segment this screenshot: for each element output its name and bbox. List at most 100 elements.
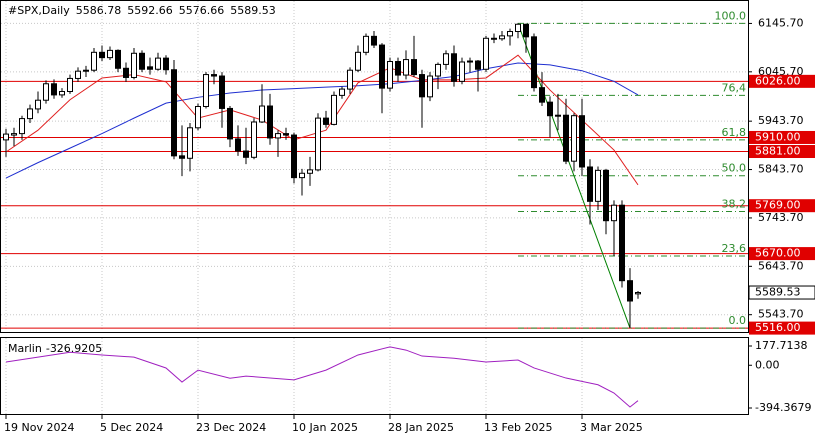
candle-body	[443, 53, 449, 65]
candle-body	[163, 57, 169, 71]
symbol: #SPX,Daily	[8, 4, 70, 17]
y-tick-label: 5843.70	[758, 163, 804, 176]
candle-body	[11, 133, 17, 136]
candle-body	[43, 83, 49, 101]
candle-body	[587, 166, 593, 202]
candle-body	[83, 69, 89, 72]
candle-body	[35, 99, 41, 110]
moving-average	[5, 54, 639, 186]
candle-body	[563, 114, 569, 162]
candle-body	[467, 60, 473, 63]
x-tick-label: 10 Jan 2025	[292, 421, 358, 434]
candle-body	[291, 134, 297, 179]
candle-body	[435, 63, 441, 77]
candle-body	[227, 107, 233, 140]
candle-body	[283, 133, 289, 136]
y-tick-label: -394.3679	[755, 401, 811, 414]
candle-body	[59, 91, 65, 96]
y-tick-label: 177.7138	[755, 339, 808, 352]
indicator-line	[5, 346, 639, 408]
candle-body	[107, 49, 113, 59]
candle-body	[427, 75, 433, 98]
candle-body	[499, 35, 505, 40]
candle-body	[403, 59, 409, 76]
candle-body	[307, 169, 313, 174]
x-tick-label: 23 Dec 2024	[196, 421, 266, 434]
indicator-label: Marlin -326.9205	[8, 342, 102, 355]
candle-body	[539, 87, 545, 103]
candle-body	[555, 114, 561, 117]
candle-body	[91, 51, 97, 71]
candle-body	[491, 37, 497, 40]
y-tick-label: 0.00	[755, 358, 780, 371]
candle-body	[347, 69, 353, 90]
candle-body	[483, 37, 489, 70]
candle-body	[147, 66, 153, 70]
candle-body	[323, 117, 329, 125]
candle-body	[211, 74, 217, 77]
candle-body	[371, 35, 377, 46]
candle-body	[251, 121, 257, 158]
level-label: 6026.00	[755, 74, 801, 87]
candle-body	[363, 35, 369, 53]
candle-body	[419, 74, 425, 98]
y-tick-label: 5743.70	[758, 211, 804, 224]
candle-body	[27, 108, 33, 120]
level-label: 5881.00	[755, 145, 801, 158]
level-label: 5516.00	[755, 321, 801, 334]
candle-body	[179, 155, 185, 159]
fib-label: 76,4	[722, 81, 747, 94]
level-box	[749, 145, 815, 159]
candle-body	[235, 138, 241, 152]
candle-body	[595, 169, 601, 202]
fib-label: 38,2	[722, 197, 747, 210]
candle-body	[259, 105, 265, 123]
candle-body	[355, 51, 361, 71]
candle-body	[139, 52, 145, 70]
x-tick-label: 13 Feb 2025	[484, 421, 552, 434]
candle-body	[411, 59, 417, 76]
candle-body	[475, 60, 481, 70]
level-box	[749, 199, 815, 213]
low: 5576.66	[179, 4, 225, 17]
candle-body	[19, 118, 25, 135]
indicator-name: Marlin	[8, 342, 42, 355]
y-tick-label: 6045.70	[758, 65, 804, 78]
level-box	[749, 247, 815, 261]
candle-body	[603, 169, 609, 222]
candle-body	[331, 94, 337, 125]
indicator-panel	[0, 337, 749, 415]
chart-header: #SPX,Daily 5586.78 5592.66 5576.66 5589.53	[8, 4, 276, 17]
candle-body	[243, 150, 249, 158]
candle-body	[67, 77, 73, 93]
x-tick-label: 28 Jan 2025	[388, 421, 454, 434]
candle-body	[3, 133, 9, 141]
candle-body	[267, 105, 273, 139]
price-box	[748, 285, 815, 300]
x-tick-label: 19 Nov 2024	[4, 421, 74, 434]
fib-label: 61,8	[722, 126, 747, 139]
candle-body	[515, 23, 521, 33]
candle-body	[507, 31, 513, 37]
candle-body	[171, 69, 177, 157]
level-box	[749, 74, 815, 88]
candle-body	[187, 127, 193, 159]
candle-body	[395, 61, 401, 76]
candle-body	[195, 106, 201, 129]
high: 5592.66	[127, 4, 173, 17]
candle-body	[387, 61, 393, 89]
candle-body	[523, 23, 529, 38]
candle-body	[627, 280, 633, 302]
candle-body	[619, 204, 625, 282]
level-label: 5910.00	[755, 130, 801, 143]
candle-body	[299, 172, 305, 179]
y-tick-label: 6145.70	[758, 16, 804, 29]
candle-body	[579, 115, 585, 168]
candle-body	[203, 74, 209, 108]
candle-body	[451, 53, 457, 82]
candle-body	[123, 67, 129, 78]
level-box	[749, 130, 815, 144]
level-label: 5670.00	[755, 247, 801, 260]
fib-label: 50.0	[722, 162, 747, 175]
